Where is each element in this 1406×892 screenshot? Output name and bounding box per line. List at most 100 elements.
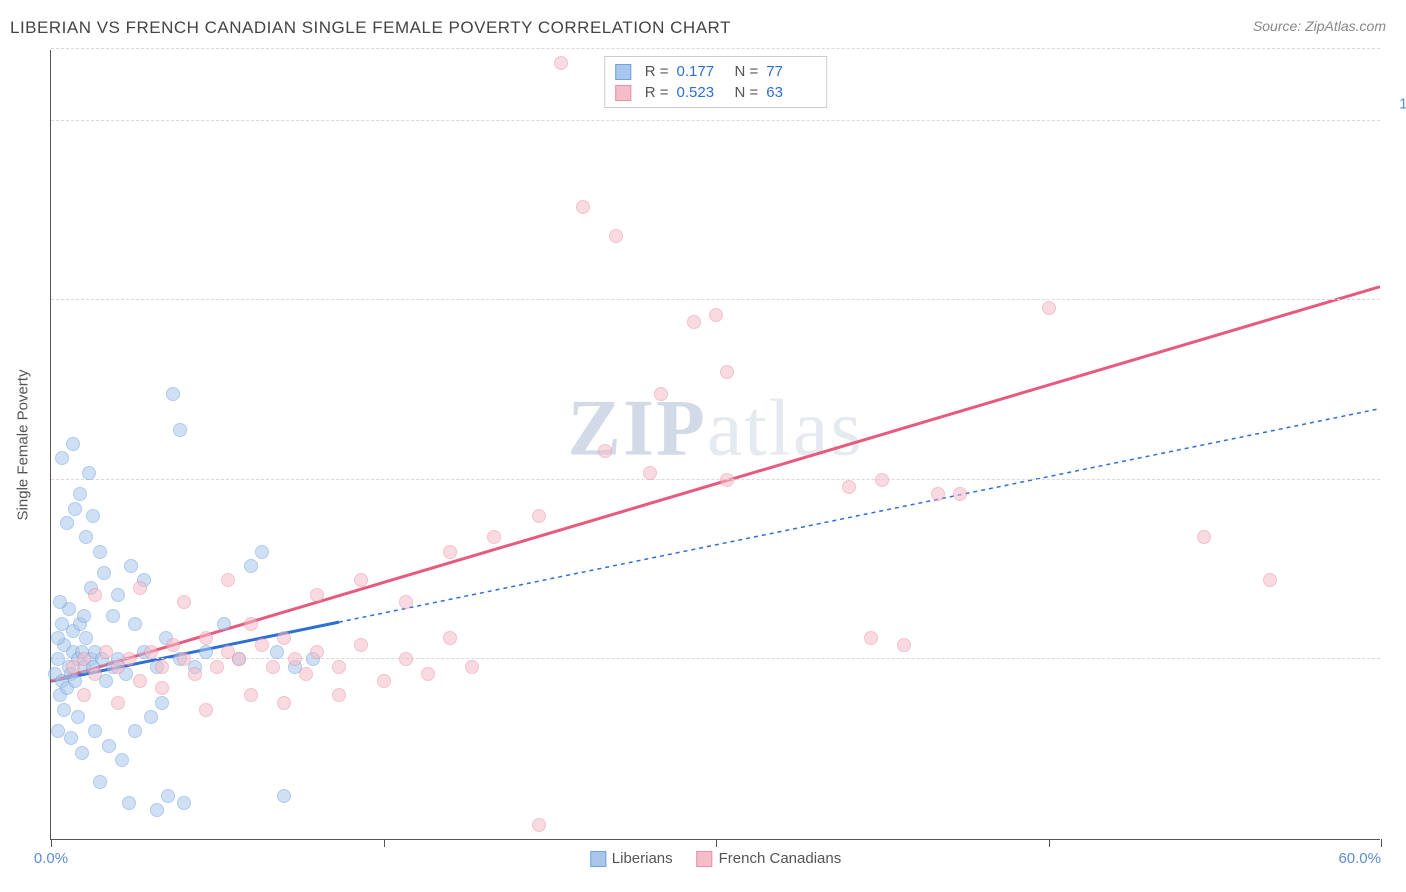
data-point bbox=[77, 609, 91, 623]
data-point bbox=[88, 724, 102, 738]
series-legend: Liberians French Canadians bbox=[590, 850, 841, 867]
data-point bbox=[532, 818, 546, 832]
data-point bbox=[244, 617, 258, 631]
data-point bbox=[144, 710, 158, 724]
data-point bbox=[643, 466, 657, 480]
n-label: N = bbox=[735, 63, 759, 80]
data-point bbox=[115, 753, 129, 767]
data-point bbox=[161, 789, 175, 803]
data-point bbox=[133, 581, 147, 595]
gridline bbox=[51, 479, 1380, 480]
y-tick-label: 100.0% bbox=[1390, 95, 1406, 112]
data-point bbox=[68, 674, 82, 688]
data-point bbox=[399, 652, 413, 666]
data-point bbox=[93, 545, 107, 559]
legend-swatch bbox=[590, 851, 606, 867]
x-tick bbox=[1049, 839, 1050, 847]
legend-swatch bbox=[697, 851, 713, 867]
gridline bbox=[51, 299, 1380, 300]
data-point bbox=[111, 588, 125, 602]
gridline bbox=[51, 120, 1380, 121]
data-point bbox=[1263, 573, 1277, 587]
data-point bbox=[217, 617, 231, 631]
data-point bbox=[897, 638, 911, 652]
y-tick-label: 75.0% bbox=[1390, 275, 1406, 292]
data-point bbox=[244, 559, 258, 573]
data-point bbox=[554, 56, 568, 70]
data-point bbox=[199, 645, 213, 659]
data-point bbox=[102, 739, 116, 753]
data-point bbox=[199, 631, 213, 645]
data-point bbox=[188, 667, 202, 681]
data-point bbox=[221, 573, 235, 587]
data-point bbox=[99, 645, 113, 659]
data-point bbox=[210, 660, 224, 674]
data-point bbox=[150, 803, 164, 817]
data-point bbox=[60, 516, 74, 530]
data-point bbox=[124, 559, 138, 573]
data-point bbox=[155, 660, 169, 674]
data-point bbox=[55, 451, 69, 465]
y-tick-label: 50.0% bbox=[1390, 454, 1406, 471]
data-point bbox=[487, 530, 501, 544]
data-point bbox=[75, 746, 89, 760]
legend-item: French Canadians bbox=[697, 850, 842, 867]
chart-container: LIBERIAN VS FRENCH CANADIAN SINGLE FEMAL… bbox=[10, 10, 1396, 882]
data-point bbox=[122, 652, 136, 666]
r-value: 0.523 bbox=[677, 84, 727, 101]
data-point bbox=[875, 473, 889, 487]
x-tick bbox=[384, 839, 385, 847]
data-point bbox=[122, 796, 136, 810]
data-point bbox=[166, 387, 180, 401]
data-point bbox=[51, 724, 65, 738]
y-axis-label: Single Female Poverty bbox=[15, 369, 32, 520]
data-point bbox=[88, 588, 102, 602]
data-point bbox=[720, 473, 734, 487]
data-point bbox=[68, 502, 82, 516]
data-point bbox=[598, 444, 612, 458]
data-point bbox=[310, 645, 324, 659]
data-point bbox=[354, 638, 368, 652]
data-point bbox=[687, 315, 701, 329]
legend-label: Liberians bbox=[612, 850, 673, 867]
legend-row: R =0.523N =63 bbox=[615, 82, 817, 103]
data-point bbox=[953, 487, 967, 501]
data-point bbox=[266, 660, 280, 674]
data-point bbox=[77, 688, 91, 702]
data-point bbox=[128, 617, 142, 631]
source-label: Source: ZipAtlas.com bbox=[1253, 18, 1386, 34]
data-point bbox=[71, 710, 85, 724]
data-point bbox=[73, 487, 87, 501]
n-value: 77 bbox=[766, 63, 816, 80]
data-point bbox=[97, 566, 111, 580]
data-point bbox=[57, 703, 71, 717]
data-point bbox=[106, 609, 120, 623]
data-point bbox=[332, 688, 346, 702]
data-point bbox=[332, 660, 346, 674]
data-point bbox=[255, 545, 269, 559]
legend-swatch bbox=[615, 85, 631, 101]
x-tick-label: 0.0% bbox=[34, 850, 68, 867]
gridline bbox=[51, 658, 1380, 659]
r-label: R = bbox=[645, 63, 669, 80]
data-point bbox=[277, 696, 291, 710]
x-tick bbox=[1381, 839, 1382, 847]
data-point bbox=[155, 681, 169, 695]
data-point bbox=[177, 595, 191, 609]
trendlines-layer bbox=[51, 50, 1380, 839]
data-point bbox=[79, 631, 93, 645]
data-point bbox=[133, 674, 147, 688]
data-point bbox=[166, 638, 180, 652]
data-point bbox=[77, 652, 91, 666]
r-value: 0.177 bbox=[677, 63, 727, 80]
data-point bbox=[270, 645, 284, 659]
data-point bbox=[177, 796, 191, 810]
data-point bbox=[244, 688, 258, 702]
data-point bbox=[79, 530, 93, 544]
data-point bbox=[155, 696, 169, 710]
legend-label: French Canadians bbox=[719, 850, 842, 867]
trend-line bbox=[339, 409, 1380, 623]
r-label: R = bbox=[645, 84, 669, 101]
data-point bbox=[199, 703, 213, 717]
data-point bbox=[399, 595, 413, 609]
